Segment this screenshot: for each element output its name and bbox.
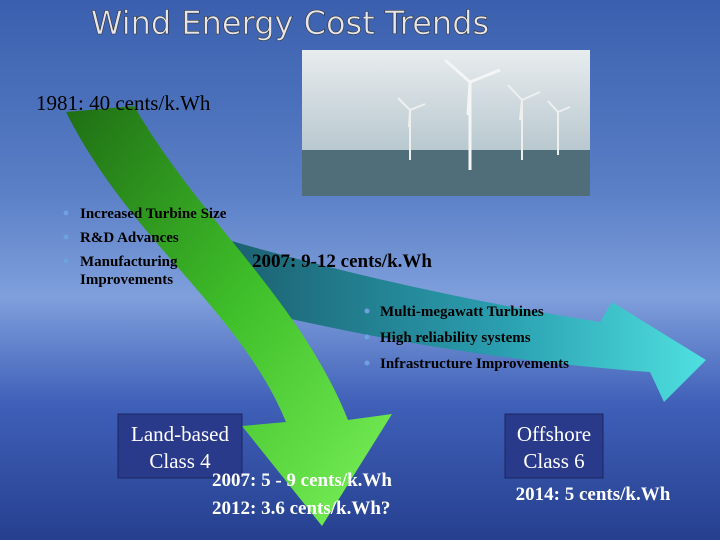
offshore-arrow [200,232,706,402]
bullet-dot [364,360,370,366]
start-label: 1981: 40 cents/k.Wh [36,91,211,115]
land-cost: 2012: 3.6 cents/k.Wh? [212,498,390,519]
land-cost: 2007: 5 - 9 cents/k.Wh [212,470,392,491]
bullet-dot [63,258,69,264]
left-bullet: Increased Turbine Size [80,206,227,222]
right-bullet: Multi-megawatt Turbines [380,304,544,320]
land-box [117,413,243,479]
land-box-line: Land-based [131,422,229,446]
offshore-box-line: Class 6 [523,449,584,473]
bullet-dot [364,334,370,340]
left-bullet: R&D Advances [80,230,179,246]
turbine-photo [302,50,590,196]
bullet-dot [63,234,69,240]
land-box-line: Class 4 [149,449,211,473]
land-arrow [66,106,392,526]
bullet-dot [364,308,370,314]
left-bullet: Improvements [80,272,173,288]
title: Wind Energy Cost Trends [91,4,489,42]
mid-label: 2007: 9-12 cents/k.Wh [252,251,432,272]
offshore-cost: 2014: 5 cents/k.Wh [516,484,671,505]
offshore-box-line: Offshore [517,422,591,446]
right-bullet: High reliability systems [380,330,531,346]
right-bullet: Infrastructure Improvements [380,356,569,372]
left-bullet: Manufacturing [80,254,178,270]
bullet-dot [63,210,69,216]
offshore-box [504,413,604,479]
